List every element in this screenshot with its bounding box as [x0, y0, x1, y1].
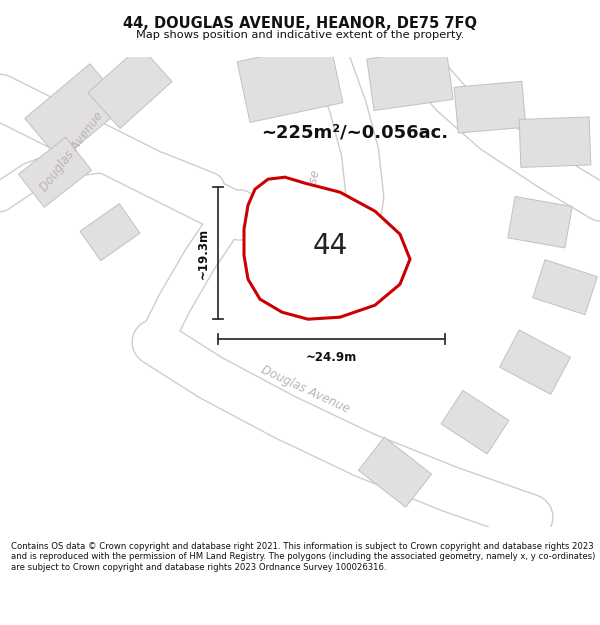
Polygon shape	[25, 64, 125, 161]
Text: Douglas Avenue: Douglas Avenue	[38, 110, 106, 194]
Text: 44: 44	[313, 232, 348, 260]
Polygon shape	[19, 137, 92, 208]
Polygon shape	[358, 437, 431, 508]
Polygon shape	[454, 81, 526, 133]
Text: ~19.3m: ~19.3m	[197, 228, 210, 279]
Text: 44, DOUGLAS AVENUE, HEANOR, DE75 7FQ: 44, DOUGLAS AVENUE, HEANOR, DE75 7FQ	[123, 16, 477, 31]
Polygon shape	[500, 330, 571, 394]
Text: ~24.9m: ~24.9m	[306, 351, 357, 364]
Text: ~225m²/~0.056ac.: ~225m²/~0.056ac.	[262, 123, 449, 141]
Text: Map shows position and indicative extent of the property.: Map shows position and indicative extent…	[136, 30, 464, 40]
Polygon shape	[80, 204, 140, 261]
Text: Zouche Close: Zouche Close	[293, 169, 323, 249]
Polygon shape	[244, 177, 410, 319]
Polygon shape	[367, 48, 453, 111]
Polygon shape	[508, 196, 572, 248]
Polygon shape	[441, 391, 509, 454]
Text: Douglas Avenue: Douglas Avenue	[259, 363, 352, 416]
Polygon shape	[88, 46, 172, 129]
Polygon shape	[237, 42, 343, 122]
Polygon shape	[533, 259, 598, 315]
Text: Contains OS data © Crown copyright and database right 2021. This information is : Contains OS data © Crown copyright and d…	[11, 542, 595, 572]
Polygon shape	[519, 117, 591, 168]
